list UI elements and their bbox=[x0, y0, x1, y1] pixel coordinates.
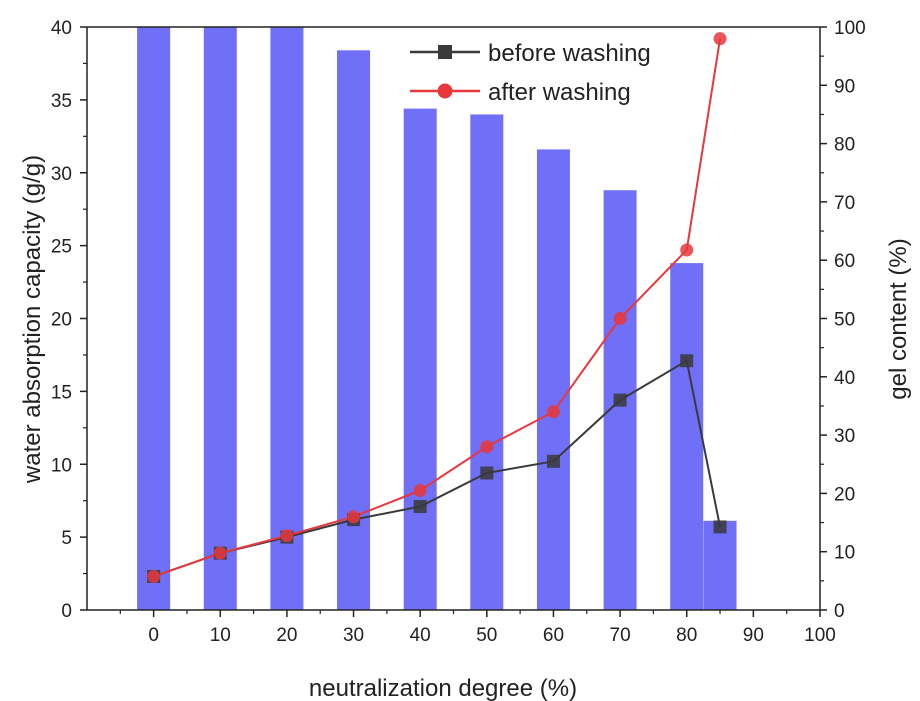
water-absorption-series bbox=[147, 32, 727, 583]
before-washing-point bbox=[613, 393, 627, 407]
y-right-tick-label: 80 bbox=[834, 135, 855, 156]
before-washing-point bbox=[546, 454, 560, 468]
x-tick-label: 30 bbox=[343, 625, 364, 646]
y-right-tick-label: 40 bbox=[834, 368, 855, 389]
y-right-tick-label: 70 bbox=[834, 193, 855, 214]
x-tick-label: 40 bbox=[410, 625, 431, 646]
x-tick-label: 0 bbox=[148, 625, 159, 646]
x-tick-label: 90 bbox=[743, 625, 764, 646]
after-washing-point bbox=[213, 546, 227, 560]
x-tick-label: 10 bbox=[210, 625, 231, 646]
after-washing-point bbox=[280, 529, 294, 543]
gel-content-bar bbox=[703, 520, 737, 610]
x-tick-label: 50 bbox=[476, 625, 497, 646]
legend-label-after-washing: after washing bbox=[488, 79, 631, 106]
y-left-axis-title: water absorption capacity (g/g) bbox=[19, 155, 46, 484]
axes bbox=[80, 26, 827, 617]
gel-content-bar bbox=[137, 27, 171, 610]
y-right-tick-label: 60 bbox=[834, 251, 855, 272]
legend-circle-marker bbox=[437, 83, 453, 99]
gel-content-bar bbox=[536, 149, 570, 610]
legend-item-after-washing: after washing bbox=[410, 79, 631, 106]
gel-content-bar bbox=[270, 27, 304, 610]
y-right-axis-title: gel content (%) bbox=[885, 238, 912, 399]
y-right-tick-label: 50 bbox=[834, 310, 855, 331]
y-left-tick-label: 10 bbox=[51, 455, 72, 476]
after-washing-point bbox=[680, 243, 694, 257]
gel-content-bar bbox=[403, 108, 437, 611]
y-right-tick-label: 100 bbox=[834, 18, 866, 39]
y-left-tick-label: 0 bbox=[61, 601, 72, 622]
y-right-tick-label: 30 bbox=[834, 426, 855, 447]
before-washing-point bbox=[713, 520, 727, 534]
y-left-tick-label: 20 bbox=[51, 310, 72, 331]
x-tick-label: 100 bbox=[804, 625, 836, 646]
before-washing-point bbox=[413, 500, 427, 514]
x-tick-label: 80 bbox=[676, 625, 697, 646]
after-washing-line bbox=[153, 38, 722, 578]
x-tick-label: 20 bbox=[276, 625, 297, 646]
tick-labels: 0 10 20 30 40 50 60 70 80 90 100 0 5 10 15 20 25 30 35 40 0 1… bbox=[51, 18, 866, 646]
y-left-tick-label: 5 bbox=[61, 528, 72, 549]
after-washing-point bbox=[713, 32, 727, 46]
before-washing-point bbox=[680, 354, 694, 368]
y-left-tick-label: 35 bbox=[51, 91, 72, 112]
x-tick-label: 70 bbox=[610, 625, 631, 646]
legend-square-marker bbox=[438, 45, 452, 59]
after-washing-point bbox=[480, 440, 494, 454]
y-right-tick-label: 0 bbox=[834, 601, 845, 622]
gel-content-bar bbox=[470, 114, 504, 610]
y-right-tick-label: 90 bbox=[834, 76, 855, 97]
legend: before washing after washing bbox=[410, 40, 651, 106]
gel-content-bars bbox=[137, 27, 737, 611]
after-washing-point bbox=[546, 405, 560, 419]
x-tick-label: 60 bbox=[543, 625, 564, 646]
after-washing-point bbox=[147, 569, 161, 583]
y-right-tick-label: 10 bbox=[834, 543, 855, 564]
y-right-tick-label: 20 bbox=[834, 484, 855, 505]
after-washing-point bbox=[413, 483, 427, 497]
y-left-tick-label: 25 bbox=[51, 237, 72, 258]
x-axis-title: neutralization degree (%) bbox=[309, 675, 577, 701]
y-left-tick-label: 40 bbox=[51, 18, 72, 39]
before-washing-point bbox=[480, 466, 494, 480]
legend-label-before-washing: before washing bbox=[488, 40, 651, 67]
y-left-tick-label: 15 bbox=[51, 382, 72, 403]
y-left-tick-label: 30 bbox=[51, 164, 72, 185]
gel-content-bar bbox=[670, 263, 704, 610]
legend-item-before-washing: before washing bbox=[410, 40, 651, 67]
after-washing-point bbox=[347, 510, 361, 524]
gel-content-bar bbox=[203, 27, 237, 610]
after-washing-point bbox=[613, 312, 627, 325]
